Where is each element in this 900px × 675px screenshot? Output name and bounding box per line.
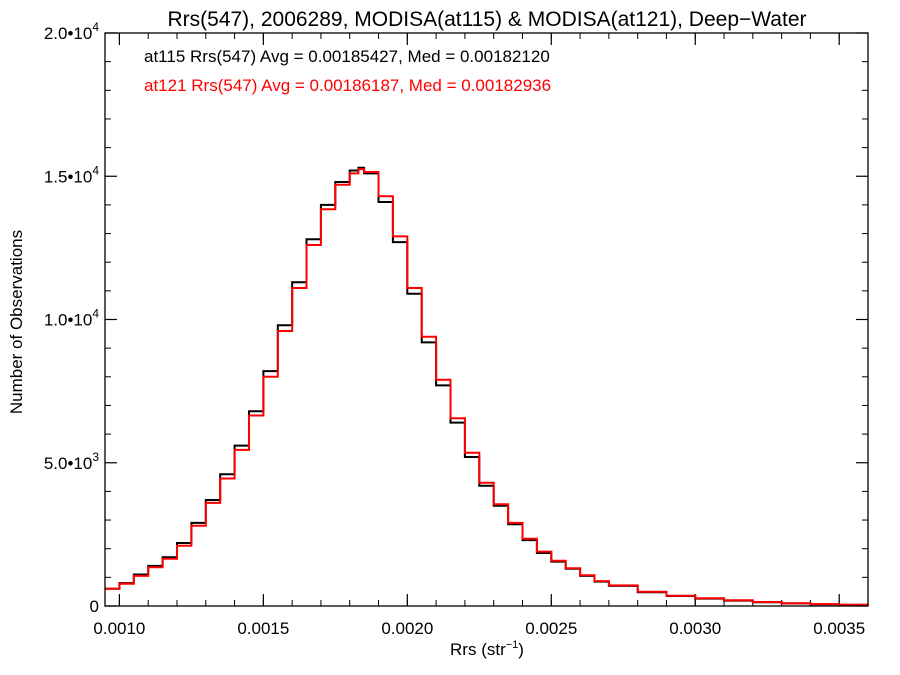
chart-title: Rrs(547), 2006289, MODISA(at115) & MODIS… [167, 8, 806, 31]
x-axis-label: Rrs (str−1) [450, 639, 524, 659]
x-tick-label: 0.0020 [381, 619, 433, 638]
x-tick-label: 0.0030 [669, 619, 721, 638]
y-tick-label-exponent: 4 [92, 20, 99, 34]
x-tick-label: 0.0025 [525, 619, 577, 638]
y-tick-label: 5.0•103 [44, 450, 100, 473]
x-tick-label: 0.0010 [93, 619, 145, 638]
y-tick-label-base: 2.0•10 [44, 24, 93, 43]
x-tick-label: 0.0035 [813, 619, 865, 638]
y-tick-label: 2.0•104 [44, 20, 100, 43]
histogram-series-1 [105, 166, 869, 606]
y-tick-label-base: 0 [90, 597, 99, 616]
y-axis-label: Number of Observations [7, 230, 26, 414]
y-tick-label: 0 [90, 597, 99, 616]
y-tick-label-exponent: 4 [92, 163, 99, 177]
x-axis-label-tail: ) [518, 640, 524, 659]
x-axis-label-exponent: −1 [506, 639, 519, 651]
x-tick-label: 0.0015 [237, 619, 289, 638]
stats-annotation-1: at115 Rrs(547) Avg = 0.00185427, Med = 0… [144, 47, 550, 66]
histogram-series-2 [105, 168, 869, 606]
y-tick-label-base: 1.0•10 [44, 311, 93, 330]
y-tick-label: 1.0•104 [44, 307, 100, 330]
plot-frame [104, 32, 869, 607]
y-tick-label-exponent: 3 [92, 450, 99, 464]
y-tick-label-base: 5.0•10 [44, 454, 93, 473]
x-axis-label-base: Rrs (str [450, 640, 506, 659]
y-tick-label-base: 1.5•10 [44, 167, 93, 186]
y-tick-label-exponent: 4 [92, 307, 99, 321]
y-tick-label: 1.5•104 [44, 163, 100, 186]
stats-annotation-2: at121 Rrs(547) Avg = 0.00186187, Med = 0… [144, 76, 551, 95]
